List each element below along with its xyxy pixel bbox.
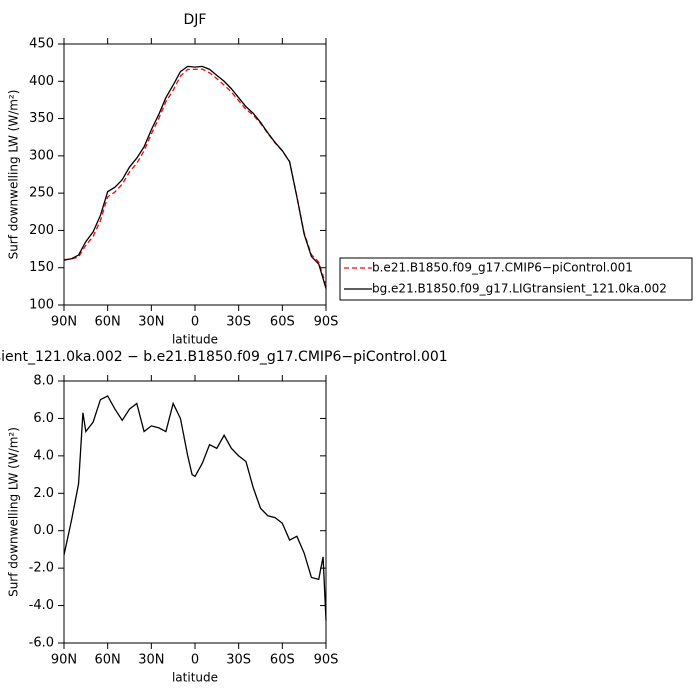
y-tick-label: 0.0 xyxy=(33,523,54,538)
y-axis-label: Surf downwelling LW (W/m²) xyxy=(7,427,21,597)
x-tick-label: 0 xyxy=(191,653,199,668)
x-tick-label: 90N xyxy=(51,315,77,330)
x-tick-label: 90S xyxy=(314,315,339,330)
x-tick-label: 60S xyxy=(270,315,295,330)
x-axis-label: latitude xyxy=(172,671,218,685)
y-tick-label: 2.0 xyxy=(33,486,54,501)
y-tick-label: 6.0 xyxy=(33,411,54,426)
data-line xyxy=(63,68,327,286)
plot-frame xyxy=(63,380,327,644)
x-tick-label: 30N xyxy=(138,653,164,668)
y-tick-label: 400 xyxy=(29,74,54,89)
y-tick-label: 4.0 xyxy=(33,448,54,463)
x-tick-label: 30N xyxy=(138,315,164,330)
x-tick-label: 0 xyxy=(191,315,199,330)
y-tick-label: 150 xyxy=(29,260,54,275)
y-tick-label: -2.0 xyxy=(29,561,54,576)
y-tick-label: 250 xyxy=(29,186,54,201)
y-axis-label: Surf downwelling LW (W/m²) xyxy=(7,90,21,260)
y-tick-label: 300 xyxy=(29,148,54,163)
y-tick-label: 8.0 xyxy=(33,374,54,389)
data-line xyxy=(63,395,327,621)
x-tick-label: 30S xyxy=(226,653,251,668)
legend-box xyxy=(339,257,693,301)
y-tick-label: 200 xyxy=(29,223,54,238)
y-tick-label: 100 xyxy=(29,298,54,313)
legend-label: bg.e21.B1850.f09_g17.LIGtransient_121.0k… xyxy=(372,282,667,296)
data-line xyxy=(63,65,327,289)
x-tick-label: 60S xyxy=(270,653,295,668)
chart-title: DJF xyxy=(184,12,207,28)
y-tick-label: 450 xyxy=(29,37,54,52)
x-tick-label: 90S xyxy=(314,653,339,668)
plot-frame xyxy=(63,43,327,306)
chart-title: LIGtransient_121.0ka.002 − b.e21.B1850.f… xyxy=(0,349,448,365)
legend-label: b.e21.B1850.f09_g17.CMIP6−piControl.001 xyxy=(372,261,633,275)
x-axis-label: latitude xyxy=(172,333,218,347)
x-tick-label: 60N xyxy=(95,653,121,668)
y-tick-label: 350 xyxy=(29,111,54,126)
x-tick-label: 30S xyxy=(226,315,251,330)
y-tick-label: -6.0 xyxy=(29,636,54,651)
x-tick-label: 60N xyxy=(95,315,121,330)
y-tick-label: -4.0 xyxy=(29,598,54,613)
x-tick-label: 90N xyxy=(51,653,77,668)
